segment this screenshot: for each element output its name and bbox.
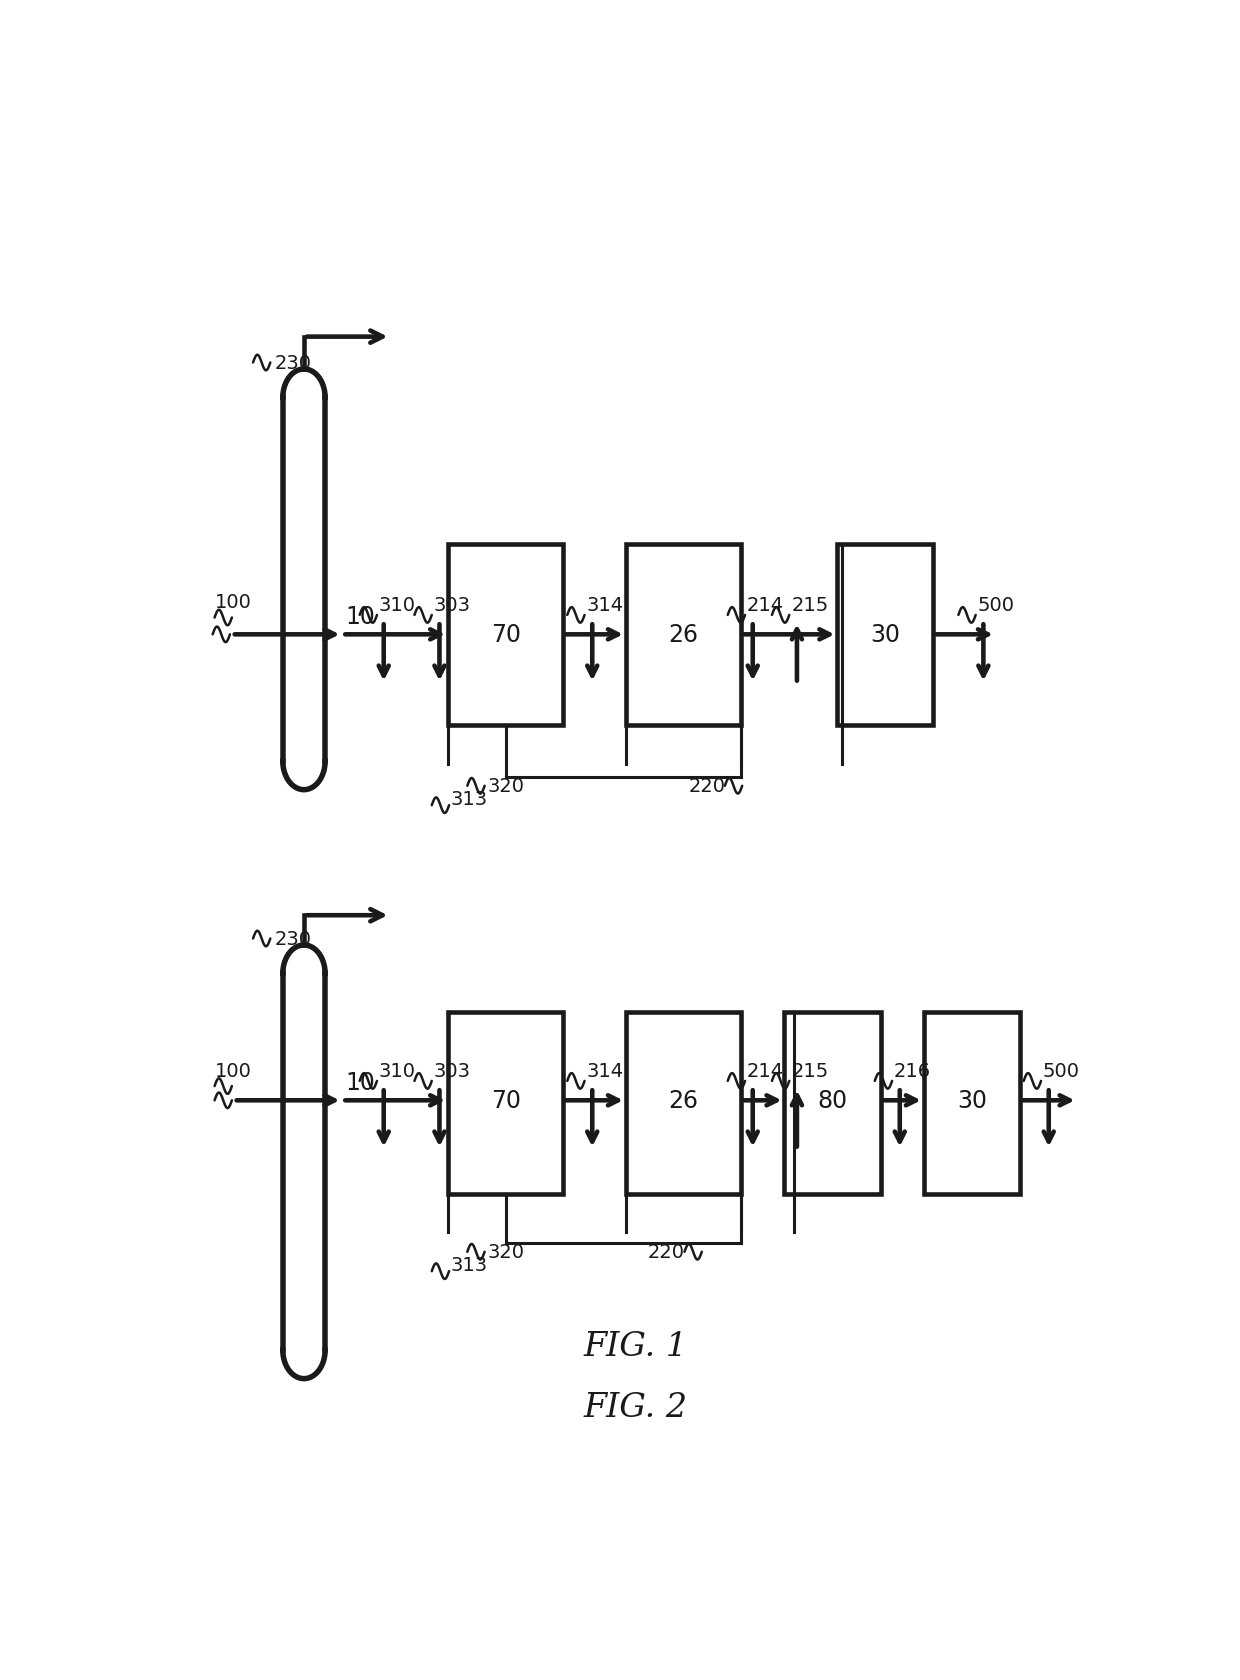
Text: 216: 216	[894, 1062, 931, 1080]
Bar	[924, 1013, 1021, 1194]
Text: 230: 230	[274, 929, 311, 949]
Text: 30: 30	[957, 1089, 987, 1112]
Text: 230: 230	[274, 354, 311, 373]
Text: 320: 320	[487, 1243, 525, 1262]
Text: FIG. 1: FIG. 1	[584, 1331, 687, 1362]
Text: 70: 70	[491, 1089, 521, 1112]
Text: 100: 100	[215, 593, 252, 612]
Text: 303: 303	[434, 596, 471, 615]
Text: 70: 70	[491, 623, 521, 647]
Text: 220: 220	[649, 1243, 684, 1262]
Text: 80: 80	[817, 1089, 848, 1112]
Text: 214: 214	[746, 1062, 784, 1080]
Text: FIG. 2: FIG. 2	[584, 1391, 687, 1423]
Text: 220: 220	[688, 776, 725, 796]
Text: 215: 215	[791, 596, 828, 615]
Bar	[448, 544, 563, 726]
Text: 100: 100	[215, 1062, 252, 1080]
Text: 313: 313	[451, 790, 489, 808]
Text: 10: 10	[345, 605, 376, 628]
Text: 10: 10	[345, 1070, 376, 1095]
Bar	[448, 1013, 563, 1194]
Text: 310: 310	[379, 596, 415, 615]
Text: 500: 500	[977, 596, 1014, 615]
Text: 30: 30	[870, 623, 900, 647]
Text: 500: 500	[1043, 1062, 1080, 1080]
Text: 215: 215	[791, 1062, 828, 1080]
Bar	[626, 544, 742, 726]
Text: 320: 320	[487, 776, 525, 796]
Text: 26: 26	[668, 1089, 698, 1112]
Bar	[626, 1013, 742, 1194]
Bar	[785, 1013, 880, 1194]
Text: 314: 314	[587, 596, 624, 615]
Text: 314: 314	[587, 1062, 624, 1080]
Text: 26: 26	[668, 623, 698, 647]
Text: 310: 310	[379, 1062, 415, 1080]
Text: 214: 214	[746, 596, 784, 615]
Text: 303: 303	[434, 1062, 471, 1080]
Text: 313: 313	[451, 1255, 489, 1275]
Bar	[837, 544, 934, 726]
